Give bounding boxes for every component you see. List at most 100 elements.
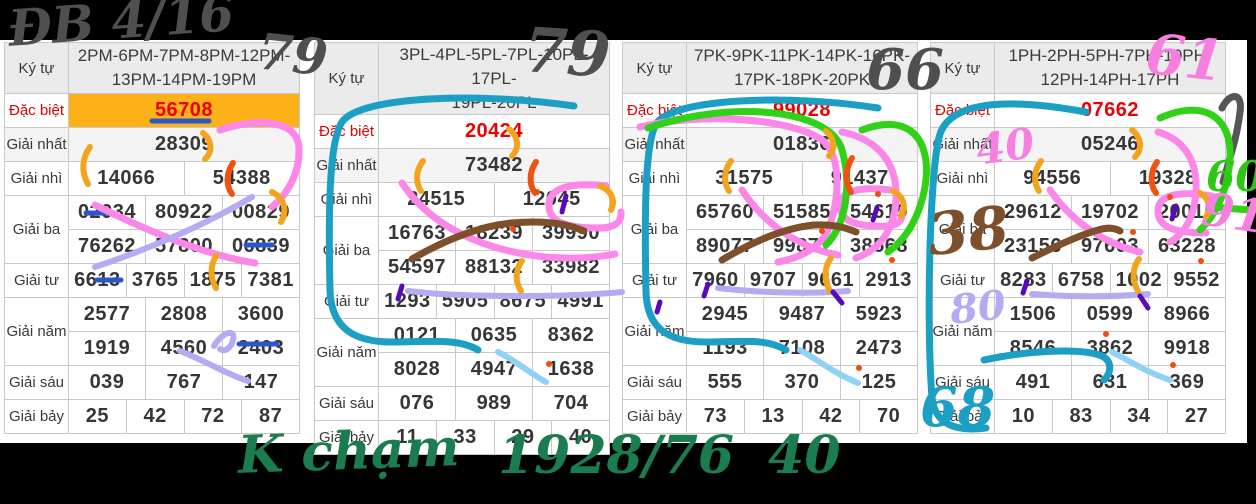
row-label-kytu: Ký tự <box>314 41 379 116</box>
row-label-giaiba: Giải ba <box>314 216 379 286</box>
prize-cell: 88132 <box>455 250 533 286</box>
prize-cell: 5923 <box>840 297 918 332</box>
prize-cell: 9918 <box>1148 331 1226 366</box>
row-label-giainhi: Giải nhì <box>930 161 995 196</box>
row-label-kytu: Ký tự <box>622 42 687 94</box>
prize-cell: 29612 <box>994 195 1072 230</box>
row-label-giainhat: Giải nhất <box>314 148 379 184</box>
prize-cell: 05246 <box>994 127 1226 162</box>
prize-cell: 63228 <box>1148 229 1226 264</box>
prize-cell: 83 <box>1051 399 1111 434</box>
prize-cell: 89077 <box>686 229 764 264</box>
prize-cell: 31575 <box>686 161 803 196</box>
prize-cell: 6758 <box>1051 263 1111 298</box>
special-prize-cell: 20424 <box>378 114 610 150</box>
prize-cell: 54619 <box>840 195 918 230</box>
prize-cell: 4947 <box>455 352 533 388</box>
prize-cell: 1875 <box>183 263 243 298</box>
prize-cell: 16763 <box>378 216 456 252</box>
kytu-line1: 3PL-4PL-5PL-7PL-10PL-17PL- <box>399 45 589 88</box>
kytu-line2: 17PK-18PK-20PK <box>733 70 871 89</box>
kytu-cell: 7PK-9PK-11PK-14PK-16PK- 17PK-18PK-20PK <box>686 42 918 94</box>
kytu-line1: 1PH-2PH-5PH-7PH-10PH- <box>1008 46 1212 66</box>
prize-cell: 25 <box>68 399 127 434</box>
prize-cell: 33982 <box>532 250 610 286</box>
prize-cell: 65760 <box>686 195 764 230</box>
prize-cell: 3765 <box>125 263 185 298</box>
prize-cell: 076 <box>378 386 456 422</box>
prize-cell: 8546 <box>994 331 1072 366</box>
prize-cell: 02034 <box>68 195 146 230</box>
prize-cell: 99871 <box>763 229 841 264</box>
prize-cell: 125 <box>840 365 918 400</box>
row-label-giaisau: Giải sáu <box>622 365 687 400</box>
row-label-giaibay: Giải bảy <box>622 399 687 434</box>
lottery-table-pm: Ký tự 2PM-6PM-7PM-8PM-12PM- 13PM-14PM-19… <box>4 42 300 434</box>
prize-cell: 38568 <box>840 229 918 264</box>
kytu-cell: 1PH-2PH-5PH-7PH-10PH- 12PH-14PH-17PH <box>994 42 1226 94</box>
prize-cell: 3600 <box>222 297 300 332</box>
prize-cell: 2945 <box>686 297 764 332</box>
prize-cell: 1293 <box>378 284 437 320</box>
prize-cell: 0635 <box>455 318 533 354</box>
special-prize-cell: 56708 <box>68 93 300 128</box>
prize-cell: 555 <box>686 365 764 400</box>
prize-cell: 1002 <box>1109 263 1169 298</box>
prize-cell: 14066 <box>68 161 185 196</box>
prize-cell: 13 <box>743 399 803 434</box>
row-label-dacbiet: Đặc biệt <box>314 114 379 150</box>
prize-cell: 54597 <box>378 250 456 286</box>
row-label-giaibay: Giải bảy <box>4 399 69 434</box>
prize-cell: 29 <box>493 420 553 456</box>
prize-cell: 97603 <box>1071 229 1149 264</box>
kytu-line2: 12PH-14PH-17PH <box>1040 70 1180 89</box>
prize-cell: 9552 <box>1167 263 1226 298</box>
prize-cell: 20015 <box>1148 195 1226 230</box>
row-label-giaitu: Giải tư <box>314 284 379 320</box>
prize-cell: 34 <box>1109 399 1169 434</box>
row-label-giainhi: Giải nhì <box>314 182 379 218</box>
prize-cell: 9487 <box>763 297 841 332</box>
prize-cell: 2473 <box>840 331 918 366</box>
prize-cell: 11 <box>378 420 437 456</box>
row-label-dacbiet: Đặc biệt <box>622 93 687 128</box>
prize-cell: 989 <box>455 386 533 422</box>
prize-cell: 87 <box>241 399 300 434</box>
prize-cell: 57800 <box>145 229 223 264</box>
row-label-giaisau: Giải sáu <box>4 365 69 400</box>
prize-cell: 369 <box>1148 365 1226 400</box>
prize-cell: 7960 <box>686 263 745 298</box>
prize-cell: 12045 <box>493 182 610 218</box>
prize-cell: 94556 <box>994 161 1111 196</box>
row-label-giaiba: Giải ba <box>4 195 69 264</box>
prize-cell: 28309 <box>68 127 300 162</box>
prize-cell: 54388 <box>183 161 300 196</box>
row-label-giaitu: Giải tư <box>4 263 69 298</box>
prize-cell: 3862 <box>1071 331 1149 366</box>
prize-cell: 42 <box>125 399 185 434</box>
row-label-giaibay: Giải bảy <box>930 399 995 434</box>
prize-cell: 2808 <box>145 297 223 332</box>
prize-cell: 80922 <box>145 195 223 230</box>
kytu-line2: 13PM-14PM-19PM <box>111 70 257 89</box>
prize-cell: 33 <box>435 420 495 456</box>
row-label-giainam: Giải năm <box>622 297 687 366</box>
row-label-giainhat: Giải nhất <box>930 127 995 162</box>
prize-cell: 24515 <box>378 182 495 218</box>
row-label-giaibay: Giải bảy <box>314 420 379 456</box>
prize-cell: 06839 <box>222 229 300 264</box>
prize-cell: 2403 <box>222 331 300 366</box>
prize-cell: 8028 <box>378 352 456 388</box>
prize-cell: 76262 <box>68 229 146 264</box>
prize-cell: 7381 <box>241 263 300 298</box>
row-label-giainam: Giải năm <box>930 297 995 366</box>
prize-cell: 19702 <box>1071 195 1149 230</box>
lottery-table-ph: Ký tự 1PH-2PH-5PH-7PH-10PH- 12PH-14PH-17… <box>930 42 1226 434</box>
kytu-line1: 2PM-6PM-7PM-8PM-12PM- <box>77 46 291 66</box>
prize-cell: 51585 <box>763 195 841 230</box>
row-label-kytu: Ký tự <box>4 42 69 94</box>
prize-cell: 2913 <box>859 263 918 298</box>
prize-cell: 1638 <box>532 352 610 388</box>
prize-cell: 73 <box>686 399 745 434</box>
kytu-line2: 19PL-20PL <box>451 92 537 112</box>
